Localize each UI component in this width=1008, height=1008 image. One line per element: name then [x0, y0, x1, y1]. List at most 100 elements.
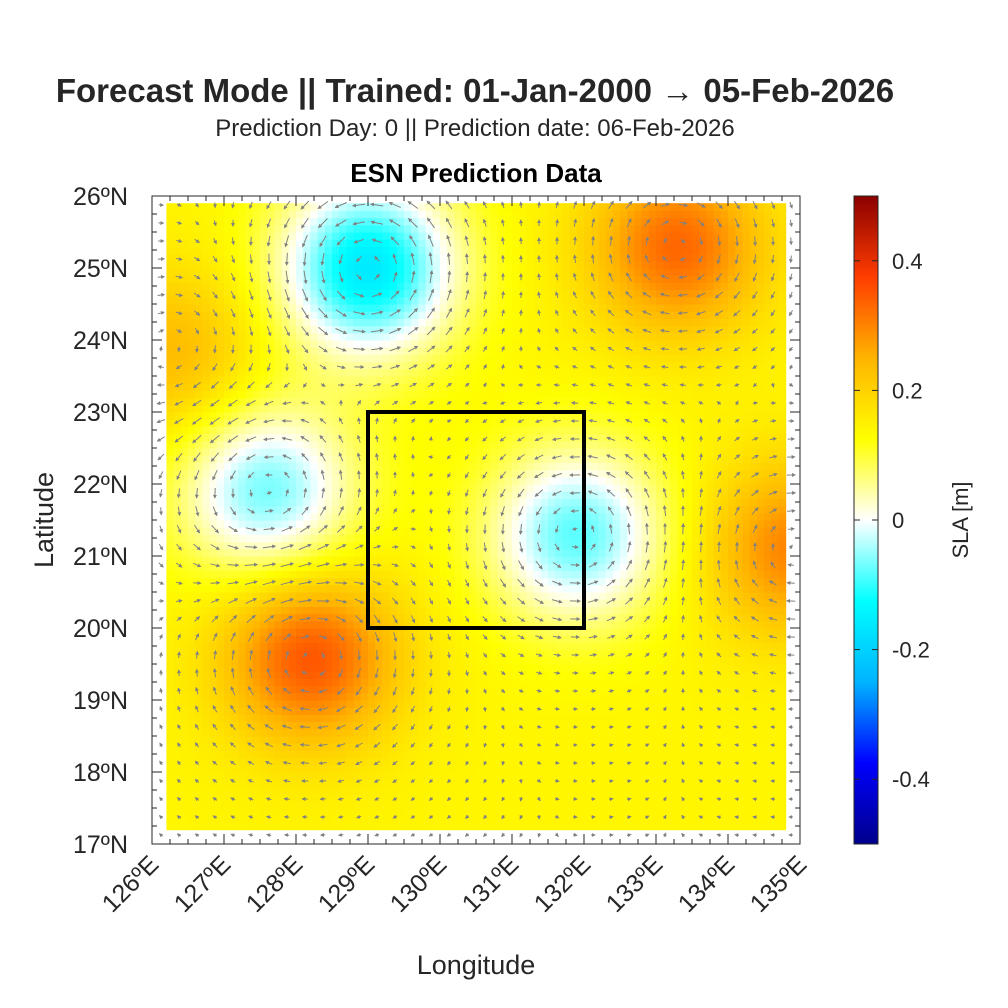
- heatmap-cell: [303, 642, 311, 651]
- heatmap-cell: [368, 548, 376, 557]
- heatmap-cell: [252, 325, 261, 334]
- heatmap-cell: [180, 599, 189, 607]
- heatmap-cell: [375, 772, 383, 780]
- heatmap-cell: [245, 368, 254, 377]
- heatmap-cell: [396, 556, 405, 564]
- heatmap-cell: [440, 815, 448, 823]
- heatmap-cell: [238, 260, 247, 269]
- heatmap-cell: [483, 671, 491, 679]
- heatmap-cell: [404, 764, 412, 773]
- heatmap-cell: [576, 800, 585, 809]
- heatmap-cell: [411, 224, 419, 233]
- heatmap-cell: [195, 714, 203, 723]
- heatmap-cell: [180, 548, 189, 557]
- heatmap-cell: [360, 649, 369, 658]
- heatmap-cell: [202, 498, 211, 507]
- heatmap-cell: [180, 404, 189, 413]
- heatmap-cell: [231, 721, 239, 730]
- heatmap-cell: [332, 404, 340, 413]
- heatmap-cell: [267, 656, 275, 665]
- heatmap-cell: [346, 505, 355, 514]
- heatmap-cell: [166, 815, 175, 823]
- heatmap-cell: [389, 390, 398, 399]
- heatmap-cell: [332, 253, 340, 262]
- heatmap-cell: [497, 527, 506, 535]
- heatmap-cell: [231, 376, 239, 384]
- heatmap-cell: [202, 253, 211, 262]
- heatmap-cell: [504, 678, 513, 687]
- heatmap-cell: [418, 757, 427, 766]
- heatmap-cell: [360, 548, 369, 557]
- heatmap-cell: [382, 556, 391, 564]
- heatmap-cell: [418, 700, 427, 708]
- heatmap-cell: [209, 527, 218, 535]
- heatmap-cell: [281, 361, 290, 370]
- heatmap-cell: [216, 815, 225, 823]
- heatmap-cell: [245, 628, 254, 636]
- heatmap-cell: [375, 253, 383, 262]
- heatmap-cell: [310, 476, 319, 485]
- heatmap-cell: [274, 736, 283, 744]
- heatmap-cell: [562, 505, 571, 514]
- heatmap-cell: [173, 808, 182, 816]
- heatmap-cell: [432, 700, 441, 708]
- heatmap-cell: [425, 383, 434, 391]
- heatmap-cell: [188, 318, 196, 327]
- heatmap-cell: [202, 728, 211, 737]
- heatmap-cell: [440, 282, 448, 291]
- heatmap-cell: [411, 296, 419, 305]
- heatmap-cell: [281, 772, 290, 780]
- heatmap-cell: [562, 541, 571, 550]
- heatmap-cell: [483, 491, 491, 499]
- heatmap-cell: [353, 800, 362, 809]
- heatmap-cell: [310, 304, 319, 312]
- heatmap-cell: [519, 347, 527, 355]
- heatmap-cell: [540, 692, 549, 701]
- heatmap-cell: [281, 433, 290, 442]
- heatmap-cell: [339, 563, 347, 571]
- heatmap-cell: [245, 520, 254, 528]
- heatmap-cell: [216, 448, 225, 456]
- heatmap-cell: [504, 779, 513, 787]
- heatmap-cell: [224, 260, 232, 269]
- heatmap-cell: [346, 808, 355, 816]
- heatmap-cell: [454, 620, 463, 629]
- heatmap-cell: [418, 548, 427, 557]
- heatmap-cell: [324, 527, 333, 535]
- heatmap-cell: [569, 268, 578, 276]
- heatmap-cell: [346, 440, 355, 449]
- heatmap-cell: [368, 253, 376, 262]
- heatmap-cell: [396, 642, 405, 651]
- heatmap-cell: [360, 491, 369, 499]
- heatmap-cell: [425, 728, 434, 737]
- heatmap-cell: [195, 736, 203, 744]
- heatmap-cell: [180, 224, 189, 233]
- heatmap-cell: [288, 498, 297, 507]
- heatmap-cell: [389, 772, 398, 780]
- heatmap-cell: [173, 635, 182, 643]
- heatmap-cell: [468, 260, 477, 269]
- heatmap-cell: [468, 815, 477, 823]
- heatmap-cell: [504, 520, 513, 528]
- heatmap-cell: [267, 786, 275, 795]
- heatmap-cell: [432, 376, 441, 384]
- heatmap-cell: [296, 433, 304, 442]
- heatmap-cell: [339, 462, 347, 471]
- heatmap-cell: [526, 520, 535, 528]
- heatmap-cell: [447, 707, 455, 715]
- heatmap-cell: [173, 246, 182, 255]
- heatmap-cell: [238, 404, 247, 413]
- heatmap-cell: [296, 700, 304, 708]
- heatmap-cell: [555, 246, 563, 255]
- heatmap-cell: [231, 296, 239, 305]
- heatmap-cell: [188, 397, 196, 406]
- heatmap-cell: [454, 664, 463, 672]
- heatmap-cell: [310, 505, 319, 514]
- heatmap-cell: [483, 448, 491, 456]
- heatmap-cell: [209, 246, 218, 255]
- heatmap-cell: [252, 736, 261, 744]
- heatmap-cell: [195, 620, 203, 629]
- heatmap-cell: [166, 412, 175, 420]
- heatmap-cell: [504, 541, 513, 550]
- heatmap-cell: [252, 440, 261, 449]
